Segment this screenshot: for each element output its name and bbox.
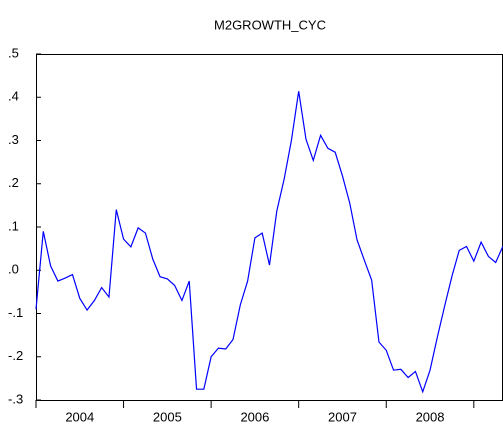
x-tick-label: 2005: [153, 409, 182, 424]
chart-title: M2GROWTH_CYC: [214, 17, 326, 32]
x-tick-label: 2008: [416, 409, 445, 424]
y-tick-label: -.2: [8, 348, 23, 363]
data-line: [35, 91, 503, 394]
y-tick-label: -.3: [8, 391, 23, 406]
x-tick-label: 2004: [65, 409, 94, 424]
y-tick-label: .2: [8, 175, 19, 190]
y-tick-label: -.1: [8, 305, 23, 320]
plot-frame: [36, 54, 503, 401]
y-tick-label: .5: [8, 45, 19, 60]
y-tick-label: .0: [8, 262, 19, 277]
x-tick-label: 2007: [328, 409, 357, 424]
y-tick-label: .1: [8, 218, 19, 233]
y-tick-label: .4: [8, 89, 19, 104]
x-tick-label: 2006: [240, 409, 269, 424]
y-tick-label: .3: [8, 132, 19, 147]
